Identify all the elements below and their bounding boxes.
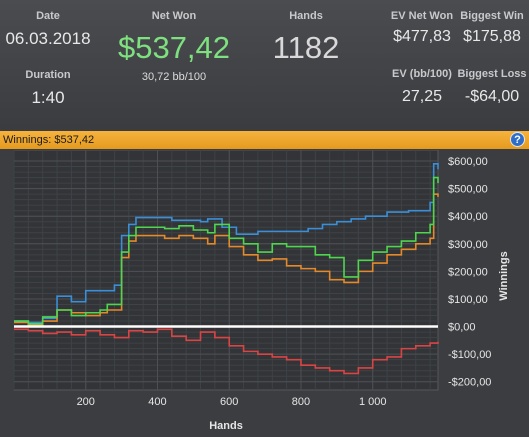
duration-value: 1:40 [31,88,65,107]
x-tick-label: 200 [77,396,95,408]
duration-label: Duration [25,69,71,81]
biggest-loss-value: -$64,00 [464,88,520,105]
series-line [14,176,439,325]
winnings-chart: 200 400 600 800 1 000 $600,00$500,00$400,00$… [0,150,529,437]
y-tick-label: $100,00 [448,294,488,306]
biggest-win-value: $175,88 [463,28,521,45]
y-tick-label: $300,00 [448,239,488,251]
net-won-label: Net Won [151,10,197,22]
y-axis-label: Winnings [498,251,510,300]
winnings-header-bar: Winnings: $537,42 ? [0,131,529,149]
chart-series [14,162,439,375]
ev-bb-label: EV (bb/100) [392,68,452,80]
hands-label: Hands [289,10,323,22]
x-tick-label: 600 [220,396,238,408]
y-tick-label: $200,00 [448,266,488,278]
date-value: 06.03.2018 [5,29,91,48]
series-line [14,328,439,375]
help-icon[interactable]: ? [510,132,525,147]
x-tick-label: 400 [148,396,166,408]
biggest-loss-label: Biggest Loss [457,68,527,80]
x-tick-label: 1 000 [359,396,387,408]
series-line [14,193,439,326]
y-tick-label: -$100,00 [448,349,491,361]
x-axis-ticks: 200 400 600 800 1 000 [77,396,387,408]
winnings-header-label: Winnings: $537,42 [3,134,95,146]
ev-net-won-value: $477,83 [393,28,451,45]
x-tick-label: 800 [292,396,310,408]
hands-value: 1182 [272,30,340,65]
x-axis-label: Hands [209,420,243,432]
y-tick-label: $600,00 [448,156,488,168]
session-stats-panel: Date 06.03.2018 Duration 1:40 Net Won $5… [0,0,529,129]
ev-net-won-label: EV Net Won [390,10,454,22]
y-tick-label: $500,00 [448,184,488,196]
biggest-win-label: Biggest Win [460,10,524,22]
ev-bb-value: 27,25 [401,88,443,105]
y-tick-label: -$200,00 [448,377,491,389]
y-tick-label: $0,00 [448,322,476,334]
bb-per-100-value: 30,72 bb/100 [141,71,207,83]
y-axis-ticks: $600,00 $500,00 $400,00 $300,00 $200,00 $100,… [448,156,491,389]
net-won-value: $537,42 [117,30,231,65]
series-line [14,162,439,324]
date-label: Date [36,10,60,22]
y-tick-label: $400,00 [448,211,488,223]
plot-area [13,150,439,391]
chart-grid [13,150,438,390]
